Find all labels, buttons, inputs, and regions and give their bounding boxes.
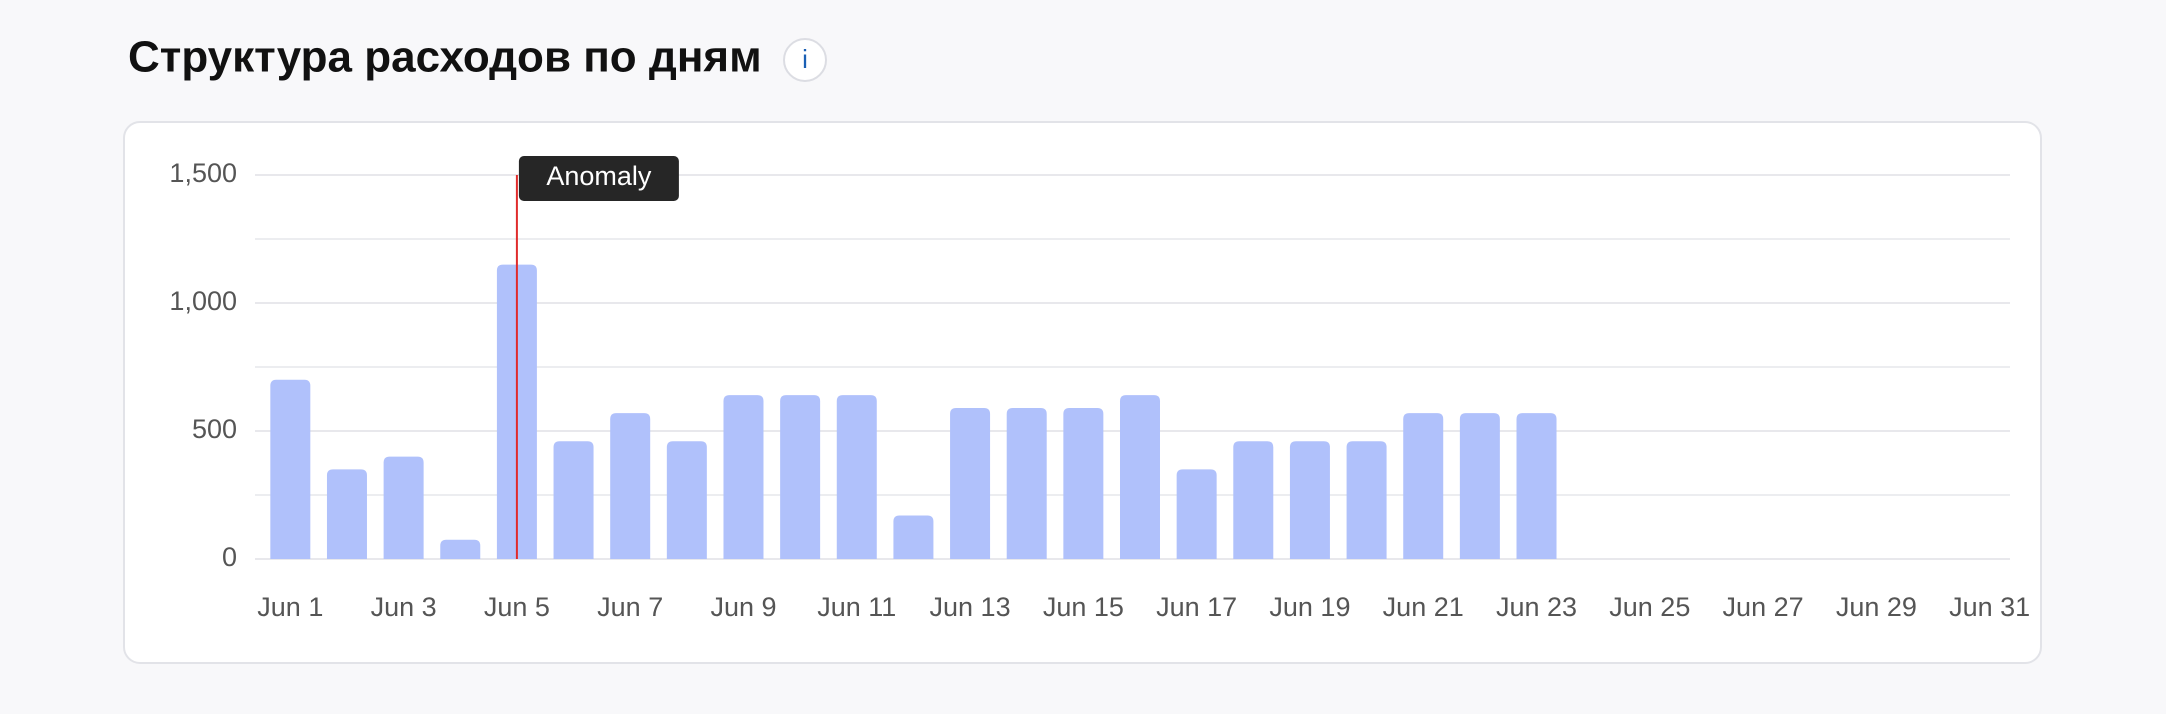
- anomaly-tooltip: [518, 156, 679, 201]
- x-tick-label: Jun 9: [710, 592, 776, 622]
- bar: [1346, 441, 1387, 559]
- x-tick-label: Jun 1: [257, 592, 323, 622]
- bar: [1516, 413, 1557, 559]
- bar: [1120, 395, 1160, 559]
- x-tick-label: Jun 29: [1836, 592, 1917, 622]
- x-tick-label: Jun 7: [597, 592, 663, 622]
- bar: [1006, 407, 1047, 559]
- bar: [666, 441, 707, 559]
- x-tick-label: Jun 5: [484, 592, 550, 622]
- bar: [723, 395, 764, 559]
- bar: [1176, 469, 1217, 559]
- x-tick-label: Jun 21: [1383, 592, 1464, 622]
- bar: [1289, 441, 1330, 559]
- bar: [326, 469, 367, 559]
- x-tick-label: Jun 15: [1043, 592, 1124, 622]
- bar: [1063, 407, 1104, 559]
- chart-title: Структура расходов по дням: [128, 33, 762, 82]
- x-tick-label: Jun 31: [1949, 592, 2030, 622]
- bar: [1233, 441, 1274, 559]
- anomaly-label: Anomaly: [546, 161, 652, 191]
- x-tick-label: Jun 19: [1269, 592, 1350, 622]
- y-tick-label: 500: [192, 414, 237, 444]
- bar: [836, 395, 877, 559]
- y-tick-label: 1,500: [169, 158, 237, 188]
- x-tick-label: Jun 3: [371, 592, 437, 622]
- bar: [780, 395, 821, 559]
- bar: [270, 379, 311, 559]
- bar: [610, 413, 651, 559]
- info-icon-label[interactable]: i: [802, 44, 808, 74]
- bar: [893, 515, 934, 559]
- x-tick-label: Jun 25: [1609, 592, 1690, 622]
- y-tick-label: 1,000: [169, 286, 237, 316]
- info-icon[interactable]: [783, 38, 827, 82]
- x-tick-label: Jun 23: [1496, 592, 1577, 622]
- bar: [1459, 413, 1500, 559]
- x-tick-label: Jun 11: [817, 592, 896, 622]
- bar: [950, 407, 991, 559]
- bar: [440, 539, 481, 559]
- bar: [553, 441, 594, 559]
- x-tick-label: Jun 13: [930, 592, 1011, 622]
- x-tick-label: Jun 27: [1723, 592, 1804, 622]
- bar: [383, 456, 424, 559]
- x-tick-label: Jun 17: [1156, 592, 1237, 622]
- bar: [1403, 413, 1444, 559]
- y-tick-label: 0: [222, 542, 237, 572]
- chart-card: [123, 121, 2042, 664]
